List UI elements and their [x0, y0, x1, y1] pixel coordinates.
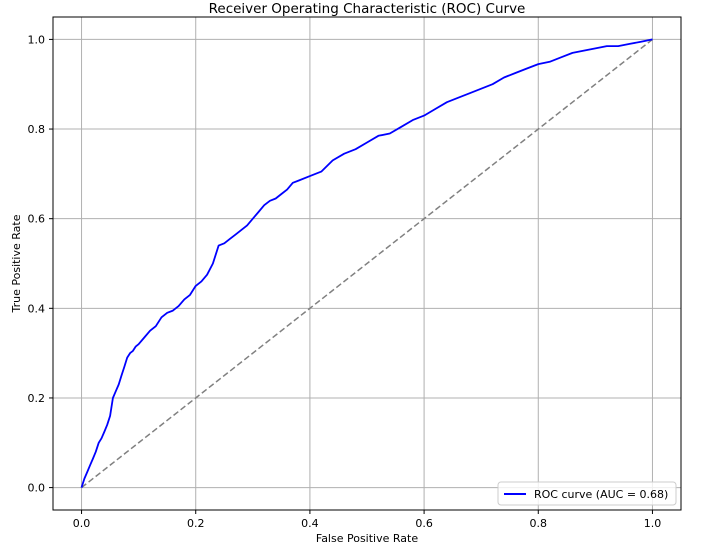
chance-diagonal-line — [81, 38, 653, 489]
y-tick-label: 0.4 — [28, 302, 46, 315]
y-tick-label: 0.6 — [28, 213, 46, 226]
y-tick-label: 0.0 — [28, 482, 46, 495]
series-layer — [80, 38, 653, 489]
legend-label-roc: ROC curve (AUC = 0.68) — [534, 488, 668, 501]
x-tick-label: 0.0 — [73, 517, 91, 530]
y-tick-label: 0.2 — [28, 392, 46, 405]
y-axis-label: True Positive Rate — [10, 214, 23, 313]
x-tick-label: 0.2 — [187, 517, 205, 530]
grid — [53, 17, 681, 510]
y-tick-label: 1.0 — [28, 33, 46, 46]
y-axis: 0.0 0.2 0.4 0.6 0.8 1.0 — [28, 33, 53, 495]
legend-box — [497, 481, 677, 506]
x-tick-label: 1.0 — [644, 517, 662, 530]
legend: ROC curve (AUC = 0.68) — [497, 481, 677, 506]
x-tick-label: 0.4 — [301, 517, 319, 530]
chart-title: Receiver Operating Characteristic (ROC) … — [209, 1, 526, 17]
y-tick-label: 0.8 — [28, 123, 46, 136]
x-tick-label: 0.6 — [415, 517, 433, 530]
plot-frame — [52, 16, 682, 511]
x-axis-label: False Positive Rate — [316, 532, 418, 545]
roc-curve-line — [80, 38, 653, 488]
x-axis: 0.0 0.2 0.4 0.6 0.8 1.0 — [73, 510, 661, 530]
x-tick-label: 0.8 — [530, 517, 548, 530]
